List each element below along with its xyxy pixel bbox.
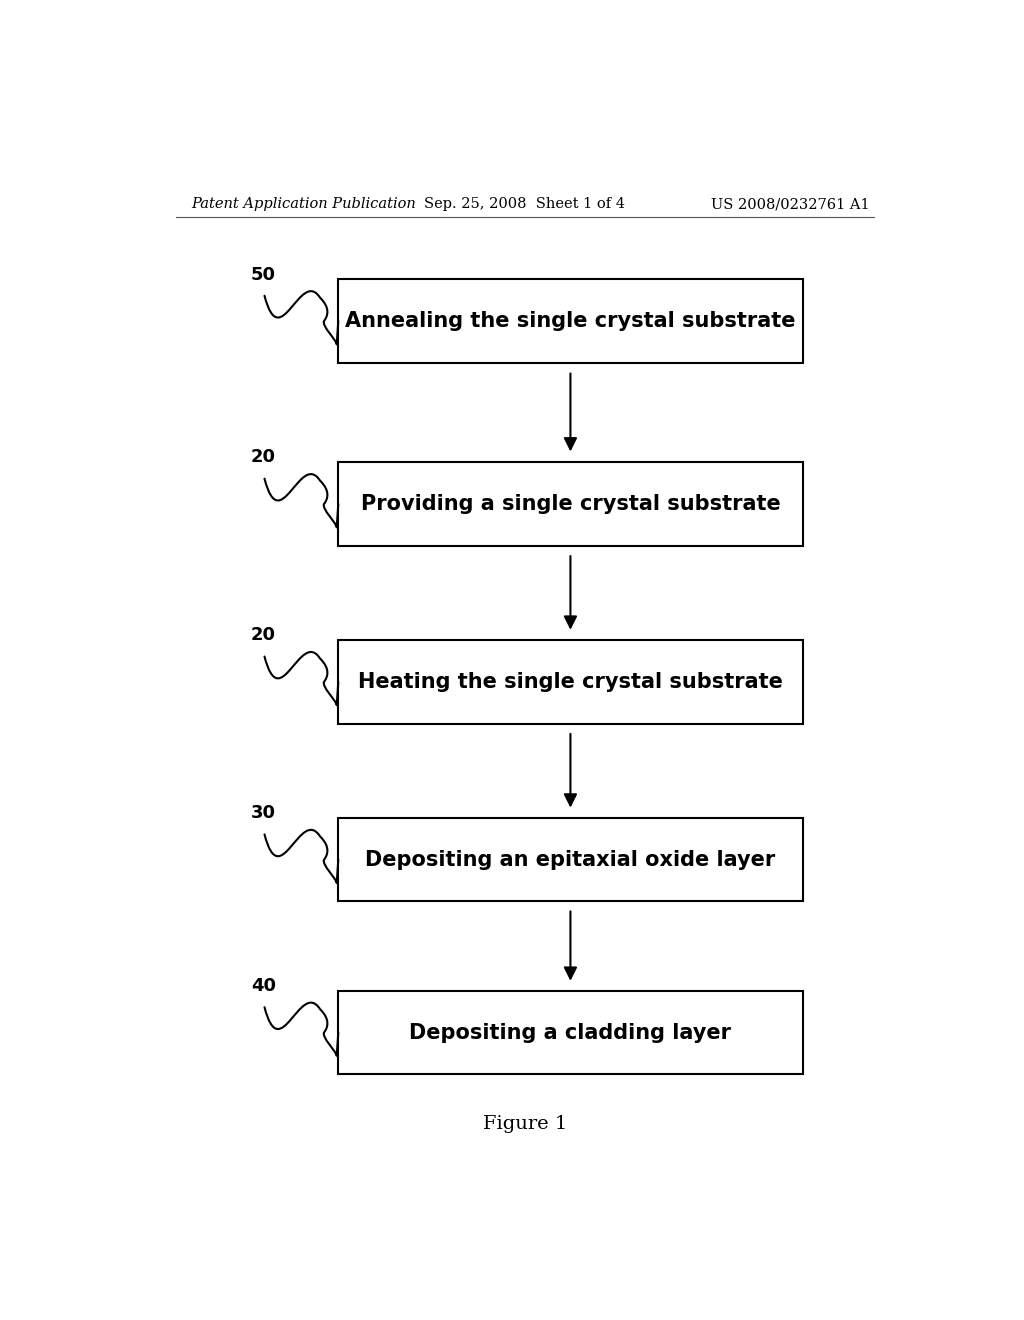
Text: 20: 20: [251, 627, 276, 644]
Bar: [338, 991, 803, 1074]
Bar: [338, 462, 803, 545]
Text: Annealing the single crystal substrate: Annealing the single crystal substrate: [345, 312, 796, 331]
Text: 40: 40: [251, 977, 276, 995]
Bar: [338, 640, 803, 723]
Text: 20: 20: [251, 449, 276, 466]
Bar: [338, 818, 803, 902]
Bar: [338, 280, 803, 363]
Text: Depositing an epitaxial oxide layer: Depositing an epitaxial oxide layer: [366, 850, 775, 870]
Text: Heating the single crystal substrate: Heating the single crystal substrate: [358, 672, 783, 692]
Text: Sep. 25, 2008  Sheet 1 of 4: Sep. 25, 2008 Sheet 1 of 4: [424, 197, 626, 211]
Text: US 2008/0232761 A1: US 2008/0232761 A1: [712, 197, 870, 211]
Text: Depositing a cladding layer: Depositing a cladding layer: [410, 1023, 731, 1043]
Text: 50: 50: [251, 265, 276, 284]
Text: Providing a single crystal substrate: Providing a single crystal substrate: [360, 494, 780, 513]
Text: 30: 30: [251, 804, 276, 822]
Text: Figure 1: Figure 1: [482, 1115, 567, 1133]
Text: Patent Application Publication: Patent Application Publication: [191, 197, 416, 211]
